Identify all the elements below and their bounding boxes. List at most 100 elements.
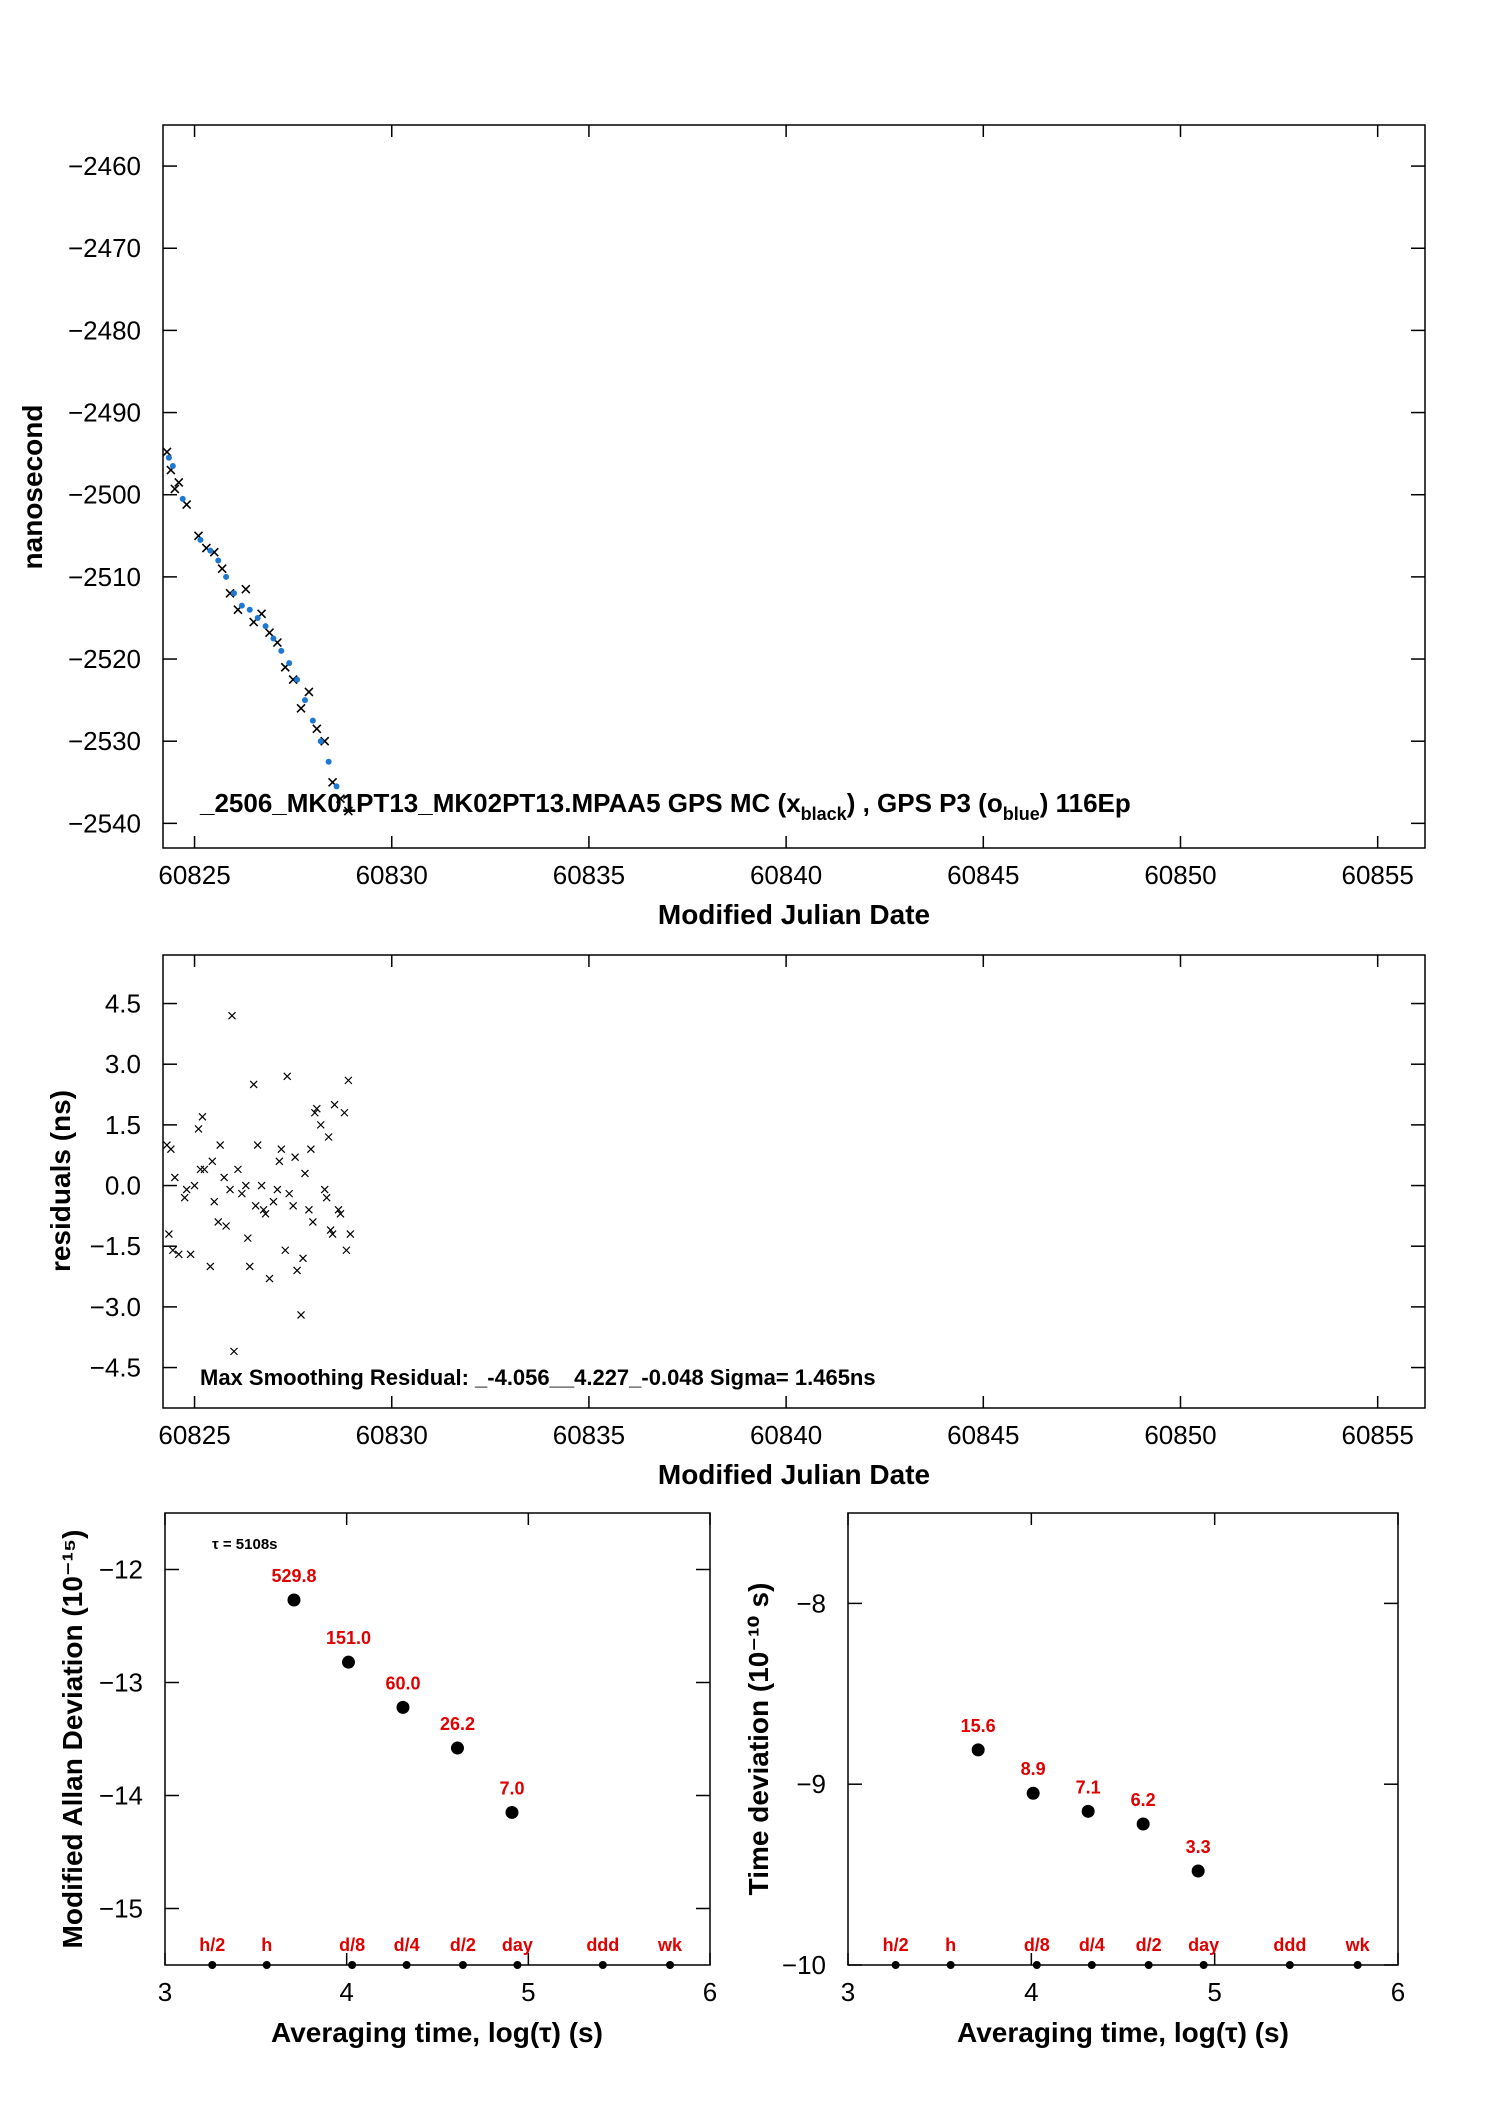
interval-marker	[458, 1961, 467, 1969]
point-label: 6.2	[1131, 1790, 1156, 1810]
x-marker	[275, 1157, 284, 1166]
x-marker	[328, 1230, 337, 1239]
x-marker	[289, 1201, 298, 1210]
phase-annotation-sub-blue: blue	[1003, 804, 1040, 824]
interval-marker	[946, 1961, 955, 1969]
x-marker	[174, 477, 184, 487]
x-tick-label: 60850	[1144, 1420, 1216, 1450]
x-marker	[306, 1145, 315, 1154]
x-tick-label: 60830	[356, 1420, 428, 1450]
interval-marker	[1199, 1961, 1208, 1969]
x-marker	[335, 794, 346, 804]
y-tick-label: −2540	[68, 808, 141, 838]
interval-label: h	[945, 1935, 956, 1955]
x-tick-label: 5	[521, 1977, 535, 2007]
deviation-point	[450, 1741, 464, 1755]
phase-annotation-sub-black: black	[801, 804, 848, 824]
phase-annotation-prefix: _2506_MK01PT13_MK02PT13.MPAA5 GPS MC (x	[199, 788, 801, 818]
x-tick-label: 6	[1391, 1977, 1405, 2007]
x-marker	[228, 1011, 236, 1020]
y-tick-label: −4.5	[90, 1353, 141, 1383]
x-marker	[326, 1226, 335, 1234]
mdev-panel: 3 4 5 6 −12 −13 −14 −15 529.8 151.0 60.0 26.2 7.0 h/…	[57, 1512, 717, 2048]
blue-point	[169, 462, 176, 469]
x-marker	[230, 1347, 238, 1356]
x-marker	[241, 584, 251, 594]
x-marker	[241, 1181, 250, 1190]
blue-point	[333, 783, 340, 790]
y-tick-label: −2480	[68, 315, 141, 345]
point-label: 7.0	[499, 1778, 524, 1798]
x-tick-label: 60845	[947, 1420, 1019, 1450]
y-tick-label: 0.0	[105, 1171, 141, 1201]
x-marker	[186, 1250, 195, 1259]
x-marker	[304, 687, 314, 697]
x-marker	[243, 1234, 252, 1243]
x-marker	[194, 1124, 203, 1133]
x-marker	[249, 1080, 258, 1089]
y-tick-label: −2470	[68, 233, 141, 263]
tdev-plot-frame	[847, 1512, 1399, 1966]
phase-panel: 60825 60830 60835 60840 60845 60850 60855 −2460…	[17, 124, 1426, 930]
interval-marker	[1144, 1961, 1153, 1969]
x-marker	[285, 1189, 294, 1198]
phase-annotation-mid: ) , GPS P3 (o	[847, 788, 1003, 818]
interval-marker	[666, 1961, 675, 1969]
x-tick-label: 60825	[158, 860, 230, 890]
y-tick-label: −15	[99, 1894, 143, 1924]
residuals-panel: 60825 60830 60835 60840 60845 60850 60855 4.5 3.…	[45, 954, 1426, 1490]
interval-label: wk	[1345, 1935, 1371, 1955]
deviation-point	[287, 1593, 301, 1607]
x-tick-label: 60855	[1342, 860, 1414, 890]
x-tick-label: 60830	[356, 860, 428, 890]
interval-marker	[208, 1961, 217, 1969]
tdev-y-axis-label: Time deviation (10⁻¹⁰ s)	[743, 1583, 774, 1896]
point-label: 7.1	[1076, 1777, 1101, 1797]
point-label: 60.0	[385, 1673, 420, 1693]
x-marker	[297, 1311, 305, 1319]
deviation-point	[1081, 1804, 1095, 1818]
x-marker	[264, 628, 275, 638]
y-tick-label: −8	[796, 1588, 826, 1618]
y-tick-label: −2460	[68, 151, 141, 181]
x-marker	[334, 1205, 343, 1214]
x-marker	[170, 484, 180, 494]
y-tick-label: 4.5	[105, 989, 141, 1019]
x-tick-label: 4	[339, 1977, 353, 2007]
x-tick-label: 60855	[1342, 1420, 1414, 1450]
x-marker	[336, 1209, 345, 1218]
x-tick-label: 60845	[947, 860, 1019, 890]
tdev-axis-ticks: 3 4 5 6 −8 −9 −10	[782, 1513, 1405, 2007]
x-marker	[162, 447, 172, 457]
interval-label: h/2	[883, 1935, 909, 1955]
y-tick-label: −10	[782, 1950, 826, 1980]
x-marker	[342, 1246, 351, 1255]
x-marker	[206, 1262, 215, 1271]
x-marker	[296, 703, 306, 713]
x-marker	[322, 1193, 331, 1202]
blue-point	[179, 495, 186, 502]
point-label: 8.9	[1021, 1759, 1046, 1779]
phase-annotation-suffix: ) 116Ep	[1040, 788, 1131, 818]
y-tick-label: −12	[99, 1555, 143, 1585]
x-marker	[259, 1205, 268, 1214]
interval-label: wk	[657, 1935, 683, 1955]
y-tick-label: −2520	[68, 644, 141, 674]
blue-point	[262, 623, 269, 630]
x-marker	[190, 1181, 199, 1190]
x-marker	[283, 1072, 292, 1081]
blue-point	[254, 614, 261, 621]
x-marker	[310, 1108, 319, 1117]
x-tick-label: 60835	[553, 860, 625, 890]
interval-marker	[1032, 1961, 1041, 1969]
x-marker	[340, 1108, 349, 1117]
interval-label: ddd	[586, 1935, 619, 1955]
y-tick-label: −3.0	[90, 1292, 141, 1322]
x-marker	[299, 1254, 307, 1263]
interval-label: h	[261, 1935, 272, 1955]
x-marker	[265, 1274, 274, 1283]
mdev-y-axis-label: Modified Allan Deviation (10⁻¹⁵)	[57, 1530, 88, 1949]
x-marker	[226, 1185, 234, 1194]
x-tick-label: 3	[158, 1977, 172, 2007]
